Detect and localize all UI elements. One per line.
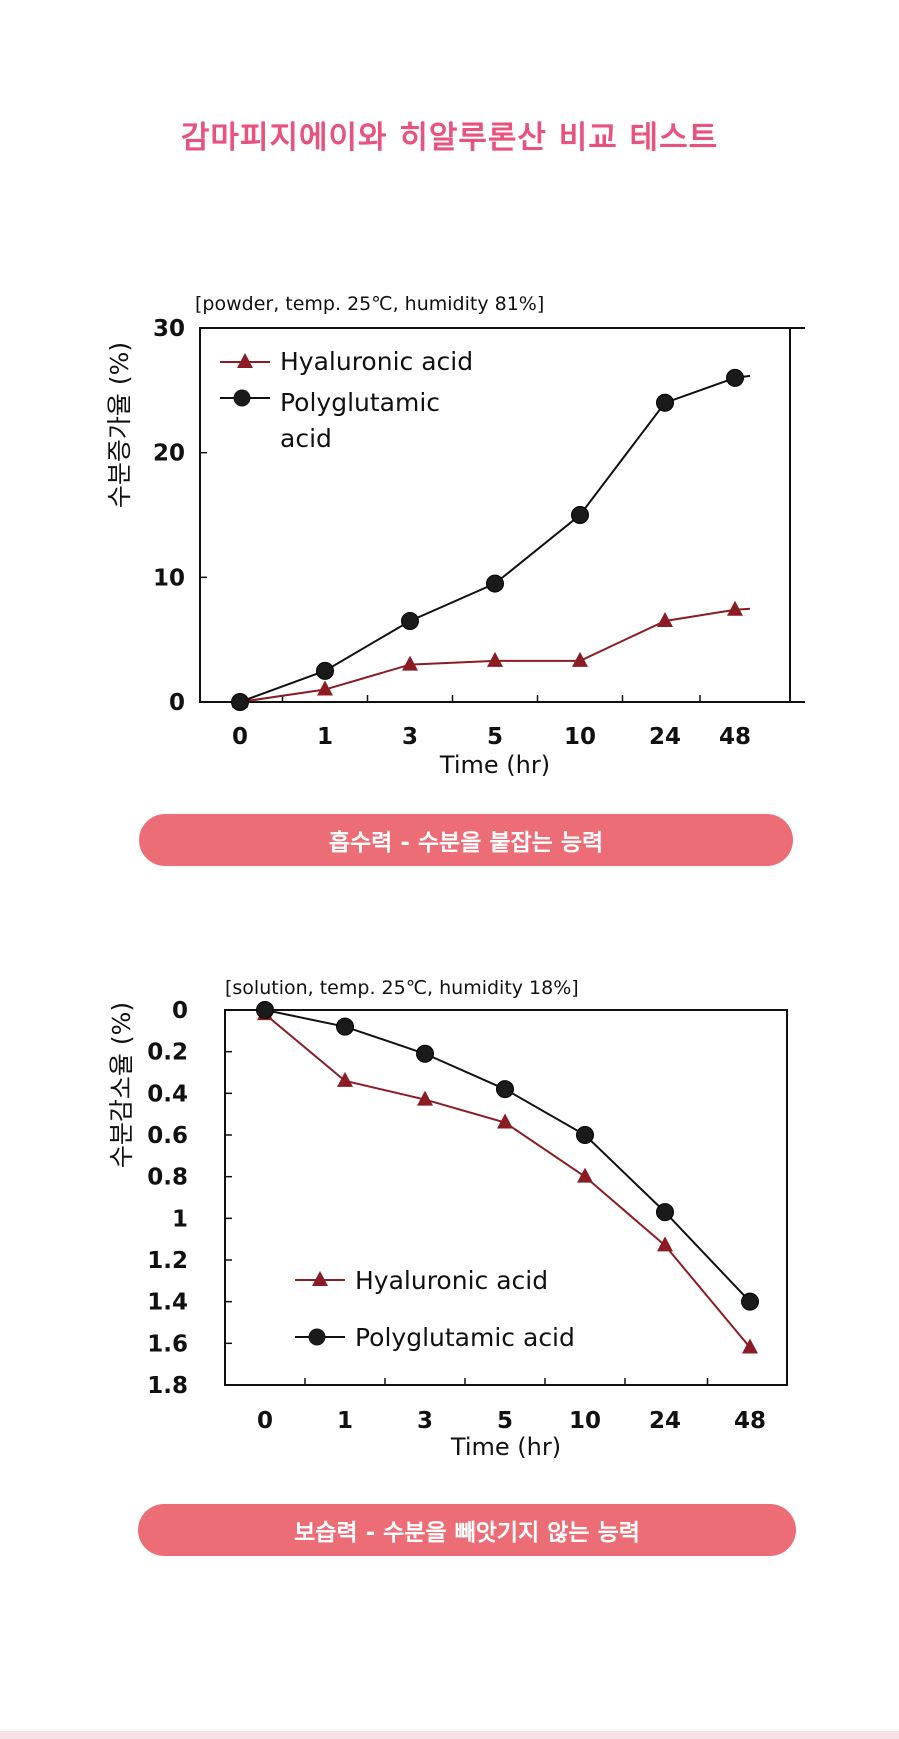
hyaluronic-data-point — [742, 1338, 758, 1354]
bottom-divider — [0, 1731, 899, 1739]
y-tick-label: 1.8 — [147, 1373, 188, 1399]
y-tick-label: 0.6 — [147, 1123, 188, 1149]
moisture-retention-chart: [solution, temp. 25℃, humidity 18%] 0 0.2 0… — [107, 977, 788, 1461]
x-tick-label: 0 — [257, 1408, 273, 1434]
hyaluronic-data-point — [487, 651, 503, 667]
hyaluronic-data-point — [417, 1090, 433, 1106]
x-tick-label: 5 — [497, 1408, 513, 1434]
y-tick-label: 20 — [153, 441, 185, 467]
polyglutamic-data-point — [741, 1292, 759, 1311]
absorption-chart: [powder, temp. 25℃, humidity 81%]0102030… — [105, 293, 805, 779]
hyaluronic-data-point — [497, 1113, 513, 1129]
x-tick-label: 24 — [649, 724, 681, 750]
legend-label: Polyglutamic — [280, 388, 440, 417]
polyglutamic-data-point — [486, 574, 504, 593]
y-tick-label: 0.4 — [147, 1081, 188, 1107]
y-axis-label: 수분감소율 (%) — [107, 1002, 136, 1168]
retention-caption-pill: 보습력 - 수분을 빼앗기지 않는 능력 — [138, 1504, 796, 1556]
absorption-caption-pill: 흡수력 - 수분을 붙잡는 능력 — [139, 814, 793, 866]
polyglutamic-data-point — [316, 661, 334, 680]
hyaluronic-data-point — [337, 1071, 353, 1087]
hyaluronic-data-point — [727, 600, 743, 616]
polyglutamic-data-point — [401, 611, 419, 630]
y-tick-label: 0 — [169, 690, 185, 716]
legend-circle-marker — [233, 389, 251, 407]
hyaluronic-series-line — [264, 1013, 751, 1349]
polyglutamic-data-point — [656, 1203, 674, 1222]
polyglutamic-data-point — [571, 506, 589, 524]
polyglutamic-series-line — [264, 1009, 751, 1303]
x-tick-label: 1 — [337, 1408, 353, 1434]
polyglutamic-data-point — [231, 693, 249, 711]
chart-title: [solution, temp. 25℃, humidity 18%] — [225, 977, 579, 999]
y-tick-label: 1.2 — [147, 1248, 188, 1274]
hyaluronic-data-point — [657, 1236, 673, 1252]
y-tick-label: 0 — [172, 998, 188, 1024]
x-tick-label: 1 — [317, 724, 333, 750]
y-tick-label: 10 — [153, 565, 185, 591]
legend-label: acid — [280, 424, 332, 453]
legend-label: Polyglutamic acid — [355, 1323, 575, 1352]
y-tick-label: 30 — [153, 316, 185, 342]
y-tick-label: 0.2 — [147, 1040, 188, 1066]
plot-frame — [199, 327, 791, 703]
legend-triangle-marker — [312, 1271, 328, 1286]
y-axis-label: 수분증가율 (%) — [105, 342, 134, 508]
polyglutamic-series-line — [239, 374, 751, 703]
plot-frame — [224, 1009, 788, 1386]
x-tick-label: 48 — [719, 724, 751, 750]
chart-title: [powder, temp. 25℃, humidity 81%] — [195, 293, 544, 315]
x-axis-label: Time (hr) — [439, 751, 550, 779]
y-tick-label: 1 — [172, 1206, 188, 1232]
x-tick-label: 24 — [649, 1408, 681, 1434]
legend-label: Hyaluronic acid — [355, 1266, 548, 1295]
x-tick-label: 3 — [402, 724, 418, 750]
polyglutamic-data-point — [656, 393, 674, 412]
polyglutamic-data-point — [416, 1044, 434, 1063]
hyaluronic-series-line — [239, 607, 751, 703]
polyglutamic-data-point — [496, 1080, 514, 1099]
page-title: 감마피지에이와 히알루론산 비교 테스트 — [180, 120, 719, 156]
x-tick-label: 10 — [569, 1408, 601, 1434]
polyglutamic-data-point — [576, 1126, 594, 1144]
y-tick-label: 1.6 — [147, 1331, 188, 1357]
x-tick-label: 10 — [564, 724, 596, 750]
legend-triangle-marker — [237, 353, 253, 368]
polyglutamic-data-point — [256, 1001, 274, 1019]
x-tick-label: 0 — [232, 724, 248, 750]
x-tick-label: 3 — [417, 1408, 433, 1434]
legend-label: Hyaluronic acid — [280, 347, 473, 376]
y-tick-label: 1.4 — [147, 1290, 188, 1316]
y-tick-label: 0.8 — [147, 1165, 188, 1191]
polyglutamic-data-point — [726, 368, 744, 387]
hyaluronic-data-point — [657, 611, 673, 627]
hyaluronic-data-point — [317, 680, 333, 696]
legend-circle-marker — [308, 1328, 326, 1346]
hyaluronic-data-point — [402, 655, 418, 671]
hyaluronic-data-point — [577, 1167, 593, 1183]
polyglutamic-data-point — [336, 1017, 354, 1036]
x-axis-label: Time (hr) — [450, 1433, 561, 1461]
hyaluronic-data-point — [572, 651, 588, 667]
x-tick-label: 5 — [487, 724, 503, 750]
x-tick-label: 48 — [734, 1408, 766, 1434]
